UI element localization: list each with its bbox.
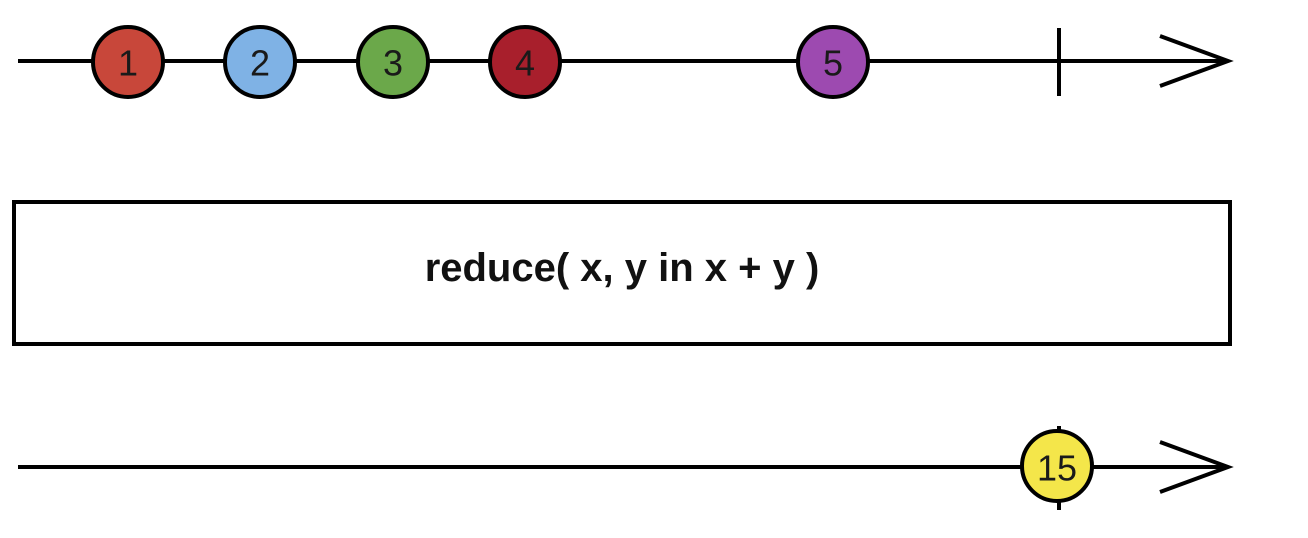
marble-label: 2: [250, 43, 270, 84]
marble-label: 5: [823, 43, 843, 84]
marble-circle: [223, 25, 297, 99]
input-marble-5: 5: [796, 25, 870, 99]
output-stream: 15: [18, 426, 1234, 510]
input-marble-2: 2: [223, 25, 297, 99]
output-arrowhead: [1159, 440, 1234, 494]
operator-box: reduce( x, y in x + y ): [12, 200, 1232, 346]
operator-frame: [12, 200, 1232, 346]
operator-label: reduce( x, y in x + y ): [425, 246, 820, 290]
marble-circle: [1020, 429, 1094, 503]
marble-label: 4: [515, 43, 535, 84]
output-marble-1: 15: [1020, 429, 1094, 503]
marble-circle: [91, 25, 165, 99]
marble-circle: [796, 25, 870, 99]
marble-label: 1: [118, 43, 138, 84]
input-stream: 1 2 3 4 5: [18, 25, 1234, 99]
input-marble-3: 3: [356, 25, 430, 99]
marble-label: 15: [1037, 448, 1077, 489]
marble-circle: [488, 25, 562, 99]
input-marble-4: 4: [488, 25, 562, 99]
marble-circle: [356, 25, 430, 99]
input-arrowhead: [1159, 34, 1234, 88]
marble-label: 3: [383, 43, 403, 84]
input-marble-1: 1: [91, 25, 165, 99]
